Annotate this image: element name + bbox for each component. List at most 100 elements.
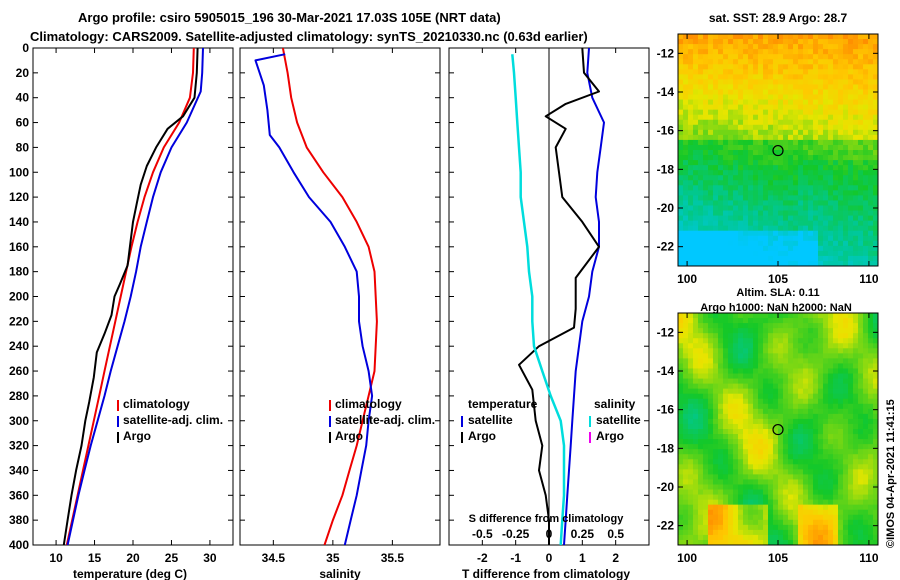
map-cell <box>798 79 804 86</box>
map-cell <box>843 363 849 370</box>
map-cell <box>683 454 689 460</box>
map-cell <box>723 408 729 415</box>
map-cell <box>738 190 744 196</box>
map-cell <box>823 225 829 232</box>
map-cell <box>753 434 759 440</box>
map-cell <box>868 388 874 395</box>
map-cell <box>698 499 704 506</box>
map-cell <box>803 494 809 501</box>
map-cell <box>788 529 794 536</box>
map-cell <box>828 64 834 70</box>
map-cell <box>813 378 819 385</box>
map-cell <box>768 353 774 359</box>
map-cell <box>698 69 704 75</box>
map-cell <box>858 129 864 136</box>
map-cell <box>823 34 829 40</box>
map-cell <box>838 69 844 75</box>
map-cell <box>858 509 864 516</box>
map-cell <box>703 210 709 217</box>
map-cell <box>703 509 709 516</box>
map-cell <box>773 195 779 202</box>
map-cell <box>693 413 699 420</box>
map-cell <box>723 165 729 171</box>
map-cell <box>858 464 864 470</box>
legend-label: Argo <box>596 429 624 443</box>
map-cell <box>773 383 779 390</box>
map-cell <box>683 225 689 232</box>
map-cell <box>743 368 749 375</box>
map-cell <box>768 439 774 445</box>
map-cell <box>678 180 684 186</box>
map-cell <box>693 49 699 55</box>
map-cell <box>693 519 699 526</box>
map-cell <box>693 529 699 536</box>
map-cell <box>808 150 814 156</box>
map-cell <box>733 499 739 506</box>
map-cell <box>838 210 844 217</box>
map-cell <box>718 245 724 252</box>
map-cell <box>748 373 754 380</box>
map-cell <box>828 363 834 370</box>
map-cell <box>793 74 799 80</box>
map-cell <box>773 434 779 440</box>
map-cell <box>788 373 794 380</box>
map-cell <box>733 524 739 531</box>
map-cell <box>823 94 829 101</box>
map-cell <box>753 89 759 96</box>
map-cell <box>713 353 719 359</box>
map-cell <box>868 64 874 70</box>
map-cell <box>838 99 844 106</box>
map-cell <box>863 413 869 420</box>
map-cell <box>758 104 764 111</box>
map-cell <box>798 225 804 232</box>
map-cell <box>823 514 829 521</box>
map-cell <box>803 449 809 455</box>
map-cell <box>768 190 774 196</box>
map-cell <box>728 368 734 375</box>
map-cell <box>853 439 859 445</box>
map-cell <box>853 408 859 415</box>
map-cell <box>818 74 824 80</box>
map-cell <box>838 449 844 455</box>
map-cell <box>708 429 714 435</box>
map-cell <box>778 519 784 526</box>
map-cell <box>768 509 774 516</box>
map-cell <box>728 220 734 227</box>
map-cell <box>863 155 869 161</box>
map-cell <box>853 84 859 91</box>
map-cell <box>768 235 774 242</box>
map-cell <box>833 509 839 516</box>
map-cell <box>828 408 834 415</box>
map-cell <box>728 403 734 410</box>
map-cell <box>683 403 689 410</box>
map-cell <box>733 439 739 445</box>
map-cell <box>853 383 859 390</box>
map-cell <box>693 240 699 247</box>
map-cell <box>833 499 839 506</box>
map-cell <box>843 494 849 501</box>
map-cell <box>778 368 784 375</box>
map-cell <box>743 403 749 410</box>
map-cell <box>763 170 769 176</box>
map-cell <box>793 429 799 435</box>
map-cell <box>778 69 784 75</box>
map-cell <box>713 358 719 365</box>
map-cell <box>813 398 819 405</box>
map-cell <box>708 124 714 131</box>
map-cell <box>833 104 839 111</box>
map-cell <box>763 489 769 496</box>
map-cell <box>858 459 864 465</box>
map-cell <box>808 479 814 486</box>
map-cell <box>708 534 714 541</box>
map-cell <box>748 205 754 212</box>
map-cell <box>733 534 739 541</box>
map-cell <box>843 230 849 237</box>
map-cell <box>818 134 824 141</box>
map-cell <box>858 368 864 375</box>
map-cell <box>758 439 764 445</box>
map-cell <box>743 84 749 91</box>
map-cell <box>683 245 689 252</box>
map-cell <box>833 144 839 151</box>
map-cell <box>803 144 809 151</box>
map-cell <box>708 358 714 365</box>
